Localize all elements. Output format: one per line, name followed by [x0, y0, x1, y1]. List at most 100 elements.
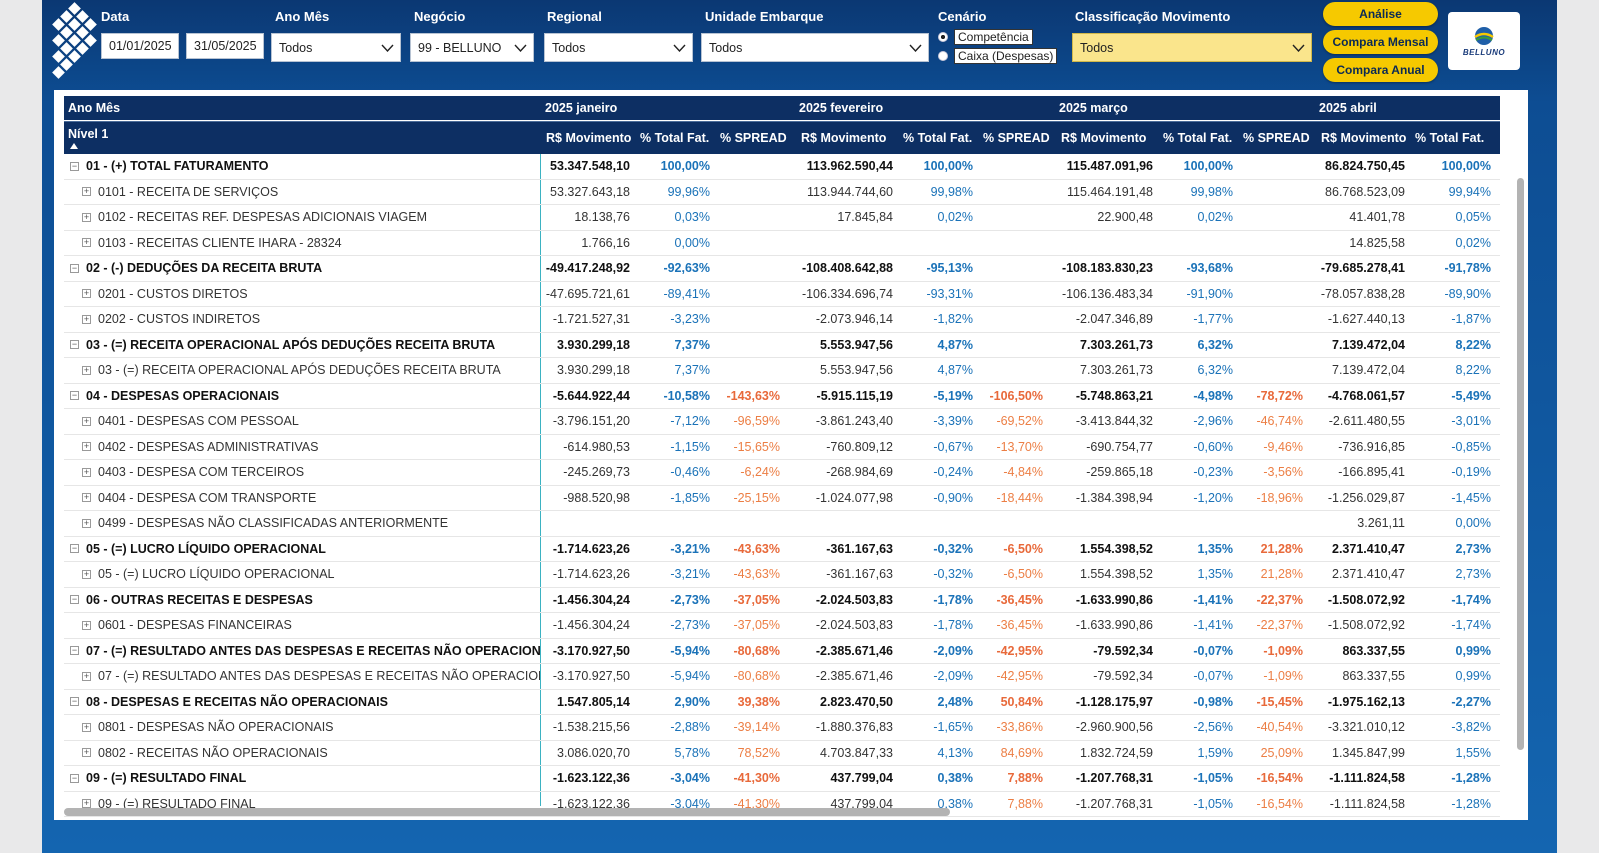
cell-total-fat: -0,46% [670, 465, 710, 480]
row-label: 01 - (+) TOTAL FATURAMENTO [86, 159, 269, 174]
cell-movimento: -3.861.243,40 [815, 414, 893, 429]
expand-icon[interactable]: + [82, 313, 91, 324]
header-col-movimento[interactable]: R$ Movimento [546, 131, 632, 145]
sort-asc-icon[interactable] [70, 143, 78, 149]
cell-total-fat: 1,35% [1197, 541, 1233, 556]
cell-total-fat: -0,67% [933, 439, 973, 454]
date-start-input[interactable]: 01/01/2025 [101, 33, 179, 59]
header-col-total-fat[interactable]: % Total Fat. [903, 131, 973, 145]
classificacao-dropdown[interactable]: Todos [1072, 33, 1312, 62]
expand-icon[interactable]: + [82, 568, 91, 579]
expand-icon[interactable]: + [82, 619, 91, 630]
row-label: 02 - (-) DEDUÇÕES DA RECEITA BRUTA [86, 261, 323, 276]
horizontal-scrollbar[interactable] [64, 808, 950, 816]
negocio-dropdown[interactable]: 99 - BELLUNO [410, 33, 534, 62]
cell-movimento: -2.385.671,46 [815, 643, 893, 658]
collapse-icon[interactable]: − [70, 772, 79, 783]
expand-icon[interactable]: + [82, 364, 91, 375]
expand-icon[interactable]: + [82, 721, 91, 732]
expand-icon[interactable]: + [82, 747, 91, 758]
collapse-icon[interactable]: − [70, 390, 79, 401]
cell-movimento: -2.024.503,83 [815, 592, 893, 607]
cell-movimento: -108.408.642,88 [801, 261, 893, 276]
analise-button[interactable]: Análise [1323, 2, 1438, 26]
header-col-movimento[interactable]: R$ Movimento [1061, 131, 1147, 145]
cell-spread: -3,56% [1263, 465, 1303, 480]
regional-dropdown[interactable]: Todos [544, 33, 693, 62]
cell-total-fat: 0,03% [674, 210, 710, 225]
ano-mes-value: Todos [279, 40, 313, 55]
header-col-movimento[interactable]: R$ Movimento [801, 131, 887, 145]
header-col-movimento[interactable]: R$ Movimento [1321, 131, 1407, 145]
cell-movimento: -2.611.480,55 [1328, 414, 1405, 429]
cell-spread: -22,37% [1256, 592, 1303, 607]
cenario-option-caixa[interactable]: Caixa (Despesas) [938, 48, 1058, 64]
unidade-filter-label: Unidade Embarque [705, 9, 824, 24]
collapse-icon[interactable]: − [70, 543, 79, 554]
row-label-cell: +0102 - RECEITAS REF. DESPESAS ADICIONAI… [82, 205, 540, 230]
expand-icon[interactable]: + [82, 237, 91, 248]
cell-spread: -15,65% [733, 439, 780, 454]
collapse-icon[interactable]: − [70, 160, 79, 171]
vertical-scrollbar[interactable] [1517, 178, 1524, 750]
header-col-spread[interactable]: % SPREAD [720, 131, 787, 145]
collapse-icon[interactable]: − [70, 262, 79, 273]
compara-mensal-button[interactable]: Compara Mensal [1323, 30, 1438, 54]
cell-movimento: -1.128.175,97 [1075, 694, 1153, 709]
collapse-icon[interactable]: − [70, 594, 79, 605]
cell-movimento: 53.347.548,10 [550, 159, 630, 174]
cell-movimento: 1.554.398,52 [1080, 567, 1153, 582]
expand-icon[interactable]: + [82, 517, 91, 528]
cell-movimento: 7.139.472,04 [1332, 363, 1405, 378]
cell-movimento: -361.167,63 [826, 541, 893, 556]
cell-total-fat: 99,98% [930, 184, 973, 199]
cenario-option-label: Caixa (Despesas) [954, 48, 1058, 64]
cell-spread: -18,96% [1256, 490, 1303, 505]
cell-total-fat: -0,98% [1193, 694, 1233, 709]
collapse-icon[interactable]: − [70, 645, 79, 656]
table-row: −06 - OUTRAS RECEITAS E DESPESAS -1.456.3… [64, 588, 1500, 613]
header-col-total-fat[interactable]: % Total Fat. [1415, 131, 1485, 145]
cell-movimento: -1.627.440,13 [1327, 312, 1405, 327]
header-nivel1[interactable]: Nível 1 [68, 127, 109, 141]
chevron-down-icon [514, 44, 527, 52]
ano-mes-dropdown[interactable]: Todos [271, 33, 401, 62]
cell-total-fat: -0,32% [933, 541, 973, 556]
header-col-total-fat[interactable]: % Total Fat. [640, 131, 710, 145]
cell-movimento: 115.464.191,48 [1067, 184, 1153, 199]
expand-icon[interactable]: + [82, 492, 91, 503]
collapse-icon[interactable]: − [70, 339, 79, 350]
expand-icon[interactable]: + [82, 186, 91, 197]
cell-spread: -22,37% [1256, 618, 1303, 633]
expand-icon[interactable]: + [82, 670, 91, 681]
cell-spread: -16,54% [1256, 771, 1303, 786]
cell-spread [1239, 282, 1309, 307]
cell-movimento: -2.024.503,83 [815, 618, 893, 633]
negocio-filter-label: Negócio [414, 9, 466, 24]
cell-movimento: 3.930.299,18 [557, 337, 630, 352]
date-end-input[interactable]: 31/05/2025 [186, 33, 264, 59]
cell-movimento: 2.823.470,50 [820, 694, 893, 709]
expand-icon[interactable]: + [82, 415, 91, 426]
compara-anual-button[interactable]: Compara Anual [1323, 58, 1438, 82]
expand-icon[interactable]: + [82, 441, 91, 452]
cell-movimento: 7.139.472,04 [1332, 337, 1405, 352]
expand-icon[interactable]: + [82, 288, 91, 299]
cell-total-fat: 7,37% [674, 363, 710, 378]
cell-total-fat: -1,85% [670, 490, 710, 505]
cell-total-fat: -5,19% [933, 388, 973, 403]
cell-spread: -69,52% [996, 414, 1043, 429]
header-col-total-fat[interactable]: % Total Fat. [1163, 131, 1233, 145]
collapse-icon[interactable]: − [70, 696, 79, 707]
row-label: 04 - DESPESAS OPERACIONAIS [86, 388, 280, 403]
expand-icon[interactable]: + [82, 798, 91, 809]
header-col-spread[interactable]: % SPREAD [983, 131, 1050, 145]
cell-total-fat: -1,41% [1193, 618, 1233, 633]
header-col-spread[interactable]: % SPREAD [1243, 131, 1310, 145]
expand-icon[interactable]: + [82, 466, 91, 477]
cell-spread: -18,44% [996, 490, 1043, 505]
cenario-option-competencia[interactable]: Competência [938, 29, 1033, 45]
cell-movimento: -245.269,73 [563, 465, 630, 480]
expand-icon[interactable]: + [82, 211, 91, 222]
unidade-dropdown[interactable]: Todos [701, 33, 929, 62]
